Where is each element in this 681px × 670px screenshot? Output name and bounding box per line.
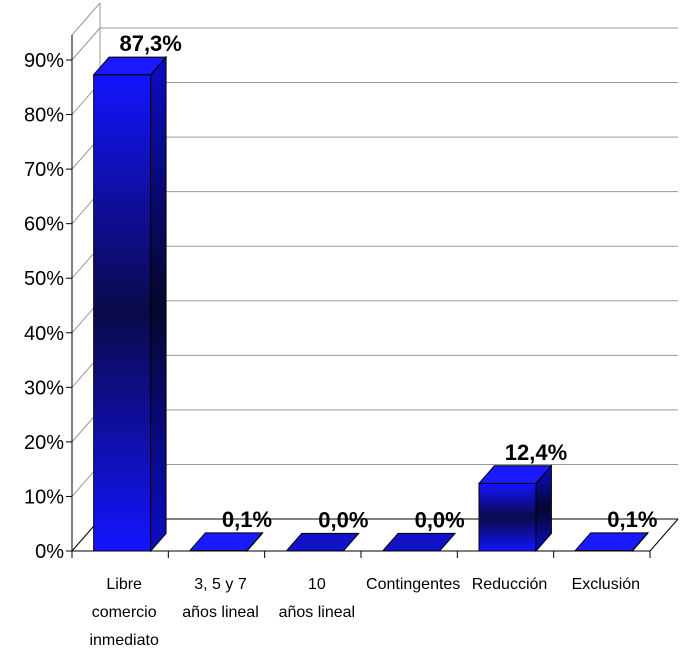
y-tick-label: 0% xyxy=(35,541,64,563)
bar xyxy=(92,55,168,553)
y-tick-label: 30% xyxy=(24,377,64,399)
bar-top xyxy=(381,532,457,552)
category-label: Libre comercio inmediato xyxy=(89,576,158,649)
floor-right-edge xyxy=(649,518,679,552)
bar xyxy=(285,532,360,552)
category-label: Reducción xyxy=(472,576,548,593)
category-label: Contingentes xyxy=(366,576,460,593)
y-tick-label: 90% xyxy=(24,50,64,72)
gridline-side xyxy=(71,27,101,61)
data-label: 0,0% xyxy=(415,507,465,532)
bar xyxy=(477,464,553,553)
category-label: Exclusión xyxy=(572,576,640,593)
bar-top xyxy=(477,465,553,484)
bar xyxy=(381,532,457,552)
category-labels: Libre comercio inmediato 3, 5 y 7 años linea… xyxy=(89,576,640,649)
data-labels: 87,3% 0,1% 0,0% 0,0% 12,4% 0,1% xyxy=(119,31,657,532)
bar-front xyxy=(478,482,537,552)
bars xyxy=(92,55,649,553)
bar xyxy=(188,531,264,553)
category-label: 10 años lineal xyxy=(279,576,356,621)
bar-top xyxy=(285,532,360,552)
data-label: 0,0% xyxy=(318,507,368,532)
data-label: 0,1% xyxy=(607,507,657,532)
data-label: 0,1% xyxy=(222,507,272,532)
y-tick-label: 60% xyxy=(24,214,64,236)
y-tick-label: 50% xyxy=(24,268,64,290)
bar-side xyxy=(150,55,167,553)
wall-top-edge xyxy=(71,2,101,36)
y-tick-label: 70% xyxy=(24,159,64,181)
bar-top xyxy=(574,532,649,551)
y-tick-label: 40% xyxy=(24,323,64,345)
y-tick-label: 20% xyxy=(24,432,64,454)
bar-top xyxy=(188,532,264,551)
category-label: 3, 5 y 7 años lineal xyxy=(182,576,259,621)
data-label: 87,3% xyxy=(119,31,181,56)
y-tick-label: 80% xyxy=(24,105,64,127)
bar-top xyxy=(92,56,168,76)
data-label: 12,4% xyxy=(505,440,567,465)
y-axis-ticks: 0% 10% 20% 30% 40% 50% 60% 70% 80% 90% xyxy=(24,50,72,563)
y-tick-label: 10% xyxy=(24,486,64,508)
bar-front xyxy=(93,74,152,552)
bar xyxy=(574,531,649,553)
